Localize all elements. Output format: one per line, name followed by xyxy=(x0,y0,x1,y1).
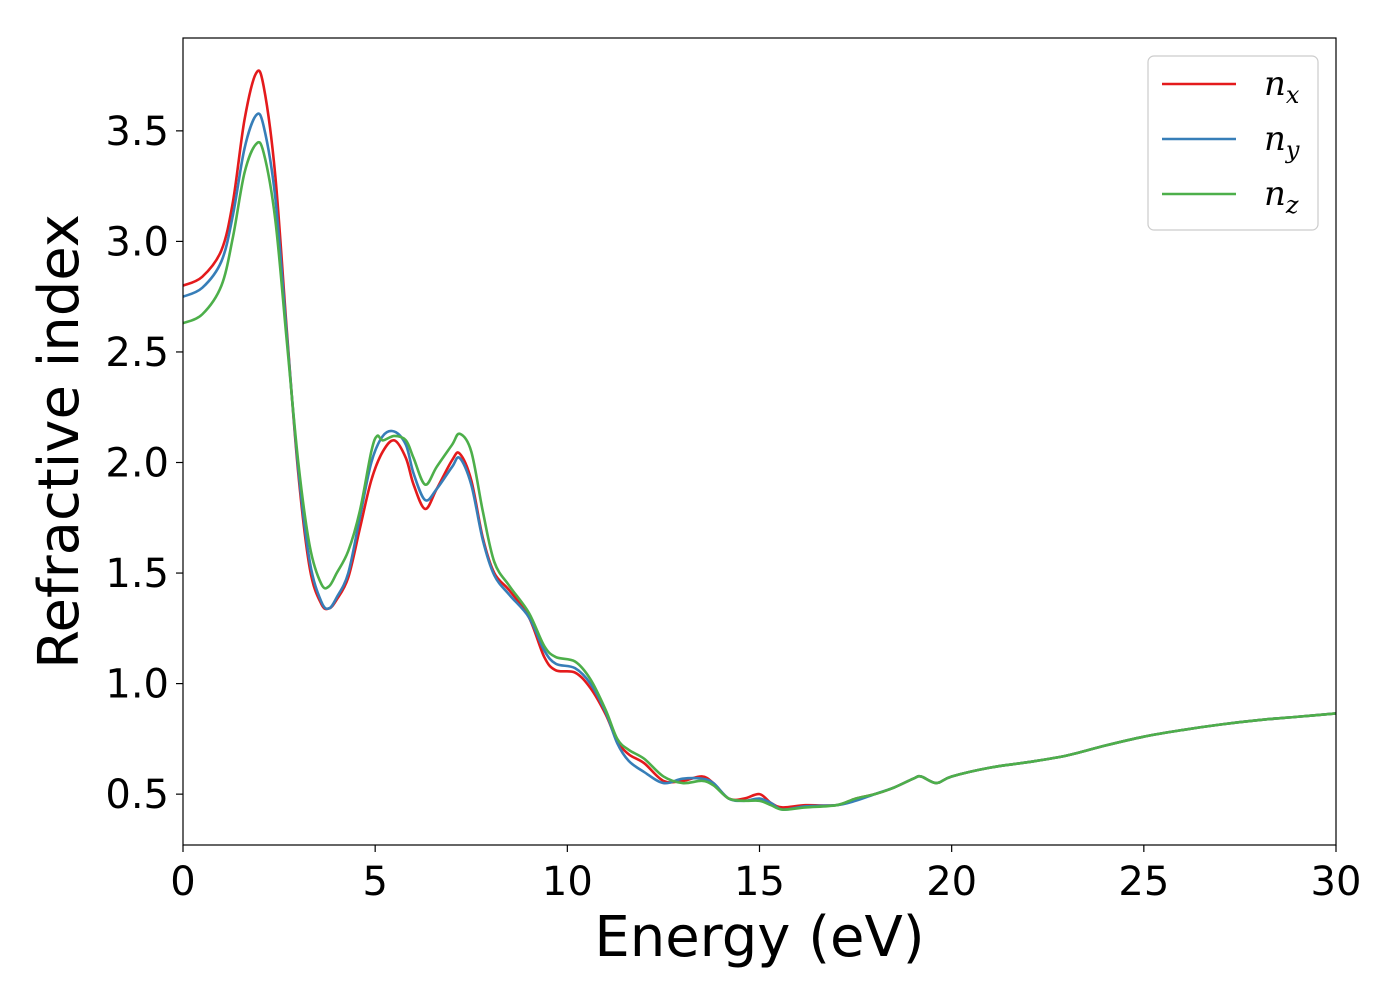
x-tick-label: 20 xyxy=(926,859,977,905)
series-layer xyxy=(183,69,1336,811)
x-axis-title: Energy (eV) xyxy=(594,905,924,970)
y-tick-label: 0.5 xyxy=(105,772,169,818)
x-tick-label: 25 xyxy=(1118,859,1169,905)
x-tick-label: 30 xyxy=(1311,859,1362,905)
y-axis-title: Refractive index xyxy=(27,214,92,669)
y-tick-label: 1.0 xyxy=(105,662,169,708)
legend-label-n-y: ny xyxy=(1264,119,1300,164)
y-tick-label: 2.5 xyxy=(105,330,169,376)
y-axis-ticks: 0.5 1.0 1.5 2.0 2.5 3.0 3.5 xyxy=(105,109,183,818)
x-tick-label: 10 xyxy=(542,859,593,905)
legend-box xyxy=(1147,55,1319,231)
legend-label-n-z: nz xyxy=(1264,174,1299,219)
legend-label-n-x: nx xyxy=(1264,64,1300,109)
x-tick-label: 0 xyxy=(170,859,195,905)
y-tick-label: 2.0 xyxy=(105,441,169,487)
legend: nx ny nz xyxy=(1147,55,1319,231)
y-tick-label: 1.5 xyxy=(105,551,169,597)
y-tick-label: 3.5 xyxy=(105,109,169,155)
y-tick-label: 3.0 xyxy=(105,219,169,265)
x-tick-label: 15 xyxy=(734,859,785,905)
x-tick-label: 5 xyxy=(362,859,387,905)
series-line-n-z xyxy=(183,140,1336,811)
x-axis-ticks: 0 5 10 15 20 25 30 xyxy=(170,845,1361,905)
